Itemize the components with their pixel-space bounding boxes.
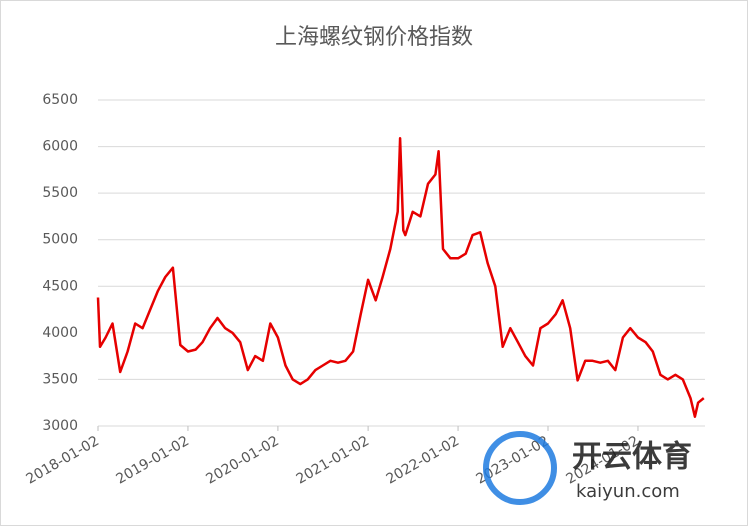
y-tick-label: 3000 <box>42 418 78 434</box>
y-tick-label: 3500 <box>42 371 78 387</box>
y-tick-label: 6500 <box>42 92 78 108</box>
y-tick-label: 4500 <box>42 278 78 294</box>
chart-title: 上海螺纹钢价格指数 <box>275 25 473 50</box>
y-tick-label: 4000 <box>42 325 78 341</box>
y-tick-label: 5500 <box>42 185 78 201</box>
y-tick-label: 6000 <box>42 139 78 155</box>
watermark-text: 开云体育 <box>572 440 692 475</box>
y-tick-label: 5000 <box>42 232 78 248</box>
watermark-logo <box>483 431 557 505</box>
watermark: 开云体育 kaiyun.com <box>483 431 692 505</box>
price-line <box>96 136 705 418</box>
watermark-url: kaiyun.com <box>576 481 680 502</box>
